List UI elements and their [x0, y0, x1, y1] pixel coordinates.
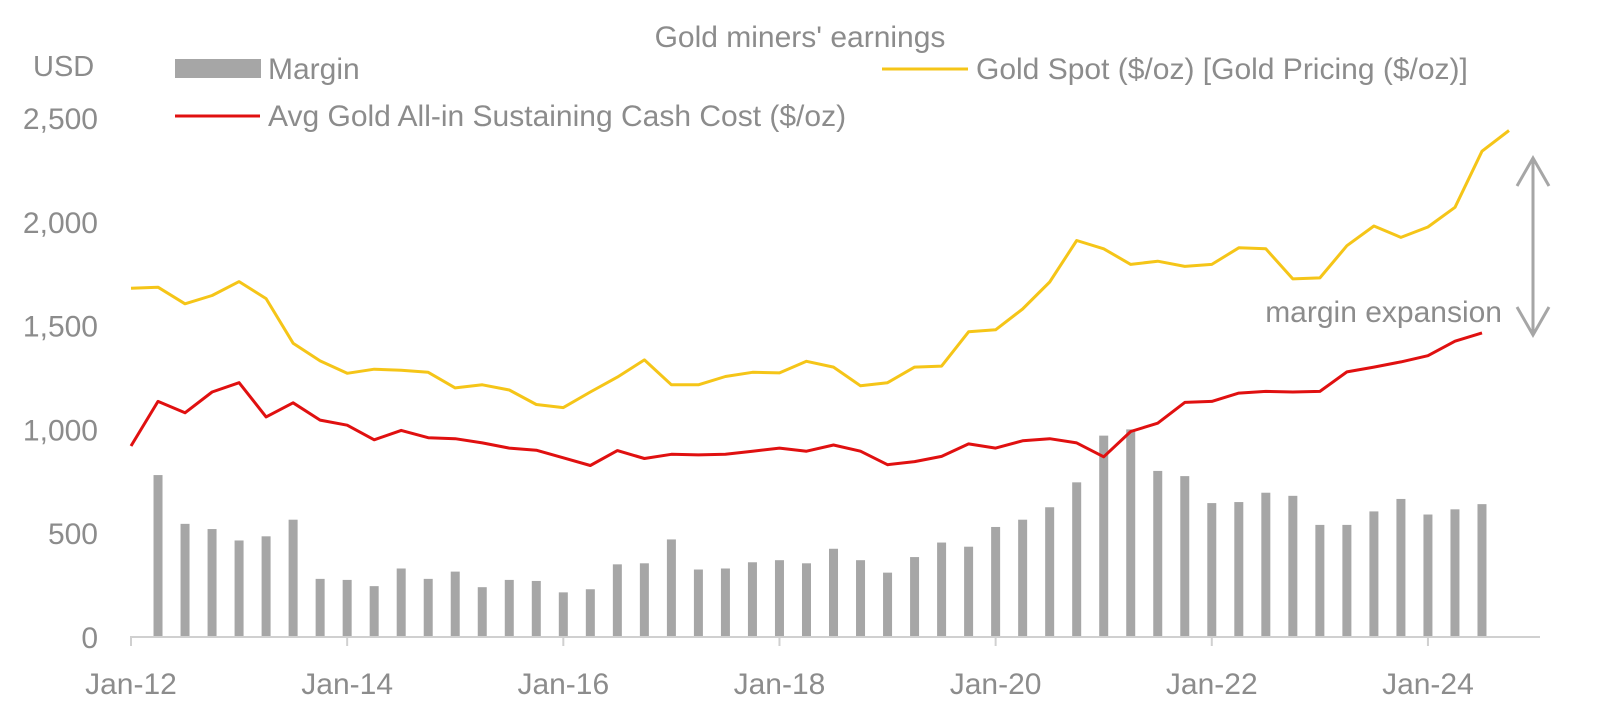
margin-bar — [612, 564, 622, 637]
margin-bar — [1261, 492, 1271, 637]
margin-bar — [558, 592, 568, 637]
legend-margin-swatch — [175, 59, 261, 78]
margin-bar — [720, 568, 730, 637]
margin-bar — [856, 560, 866, 637]
margin-bar — [693, 569, 703, 637]
margin-bar — [910, 557, 920, 637]
annotation-margin-expansion: margin expansion — [1265, 296, 1502, 329]
margin-bar — [1396, 498, 1406, 637]
margin-bar — [234, 540, 244, 637]
aisc-cost-line — [129, 331, 1483, 467]
margin-bar — [1315, 524, 1325, 637]
margin-bar — [991, 526, 1001, 637]
margin-bar — [504, 579, 514, 637]
margin-bar — [531, 580, 541, 637]
margin-bar — [261, 536, 271, 637]
margin-bar — [1099, 435, 1109, 637]
margin-bar — [639, 563, 649, 637]
margin-bar — [937, 542, 947, 637]
margin-bar — [423, 578, 433, 637]
margin-bar — [342, 579, 352, 637]
x-tick-label: Jan-24 — [1382, 668, 1474, 701]
margin-bar — [1207, 503, 1217, 637]
legend-margin-label: Margin — [268, 53, 360, 86]
margin-bar — [801, 563, 811, 637]
legend-spot-label: Gold Spot ($/oz) [Gold Pricing ($/oz)] — [976, 53, 1468, 86]
margin-bar — [964, 546, 974, 637]
margin-bar — [1288, 495, 1298, 637]
margin-bar — [153, 475, 163, 637]
margin-bar — [1126, 429, 1136, 637]
gold-spot-line — [130, 129, 1510, 410]
x-tick-label: Jan-22 — [1166, 668, 1258, 701]
margin-bar — [396, 568, 406, 637]
y-tick-label: 1,500 — [23, 311, 98, 344]
margin-bar — [774, 560, 784, 637]
margin-bar — [207, 529, 217, 637]
x-tick-label: Jan-16 — [517, 668, 609, 701]
margin-bar — [1450, 509, 1460, 637]
margin-bar — [883, 572, 893, 637]
margin-bar — [585, 589, 595, 637]
x-tick-label: Jan-18 — [734, 668, 826, 701]
margin-bar — [180, 523, 190, 637]
margin-bar — [315, 578, 325, 637]
margin-bars — [153, 429, 1487, 637]
legend-cost-label: Avg Gold All-in Sustaining Cash Cost ($/… — [268, 100, 846, 133]
y-tick-label: 2,500 — [23, 103, 98, 136]
margin-expansion-arrow: margin expansion — [1265, 154, 1551, 339]
margin-bar — [829, 548, 839, 637]
margin-bar — [1477, 504, 1487, 637]
margin-bar — [1018, 519, 1028, 637]
margin-bar — [1369, 511, 1379, 637]
price-lines — [129, 129, 1510, 467]
chart-title: Gold miners' earnings — [655, 21, 946, 54]
margin-bar — [1423, 514, 1433, 637]
margin-bar — [666, 539, 676, 637]
margin-bar — [477, 587, 487, 637]
x-tick-label: Jan-20 — [950, 668, 1042, 701]
margin-bar — [369, 586, 379, 637]
x-tick-label: Jan-14 — [301, 668, 393, 701]
y-axis-unit: USD — [33, 51, 94, 83]
y-tick-label: 0 — [81, 622, 98, 655]
margin-bar — [1342, 524, 1352, 637]
margin-bar — [1045, 507, 1055, 637]
arrow-head-down-icon — [1515, 306, 1551, 339]
x-tick-label: Jan-12 — [85, 668, 177, 701]
margin-bar — [1180, 476, 1190, 637]
y-tick-label: 500 — [48, 518, 98, 551]
margin-bar — [1072, 482, 1082, 637]
legend: Margin Avg Gold All-in Sustaining Cash C… — [175, 53, 1468, 133]
arrow-head-up-icon — [1515, 154, 1551, 187]
margin-bar — [1234, 502, 1244, 637]
y-tick-label: 2,000 — [23, 207, 98, 240]
margin-bar — [450, 571, 460, 637]
y-tick-label: 1,000 — [23, 414, 98, 447]
margin-bar — [1153, 470, 1163, 637]
y-axis-ticks: 0 500 1,000 1,500 2,000 2,500 — [23, 103, 98, 655]
x-axis-ticks: Jan-12 Jan-14 Jan-16 Jan-18 Jan-20 Jan-22 Jan-… — [85, 637, 1474, 701]
margin-bar — [288, 519, 298, 637]
margin-bar — [747, 562, 757, 637]
